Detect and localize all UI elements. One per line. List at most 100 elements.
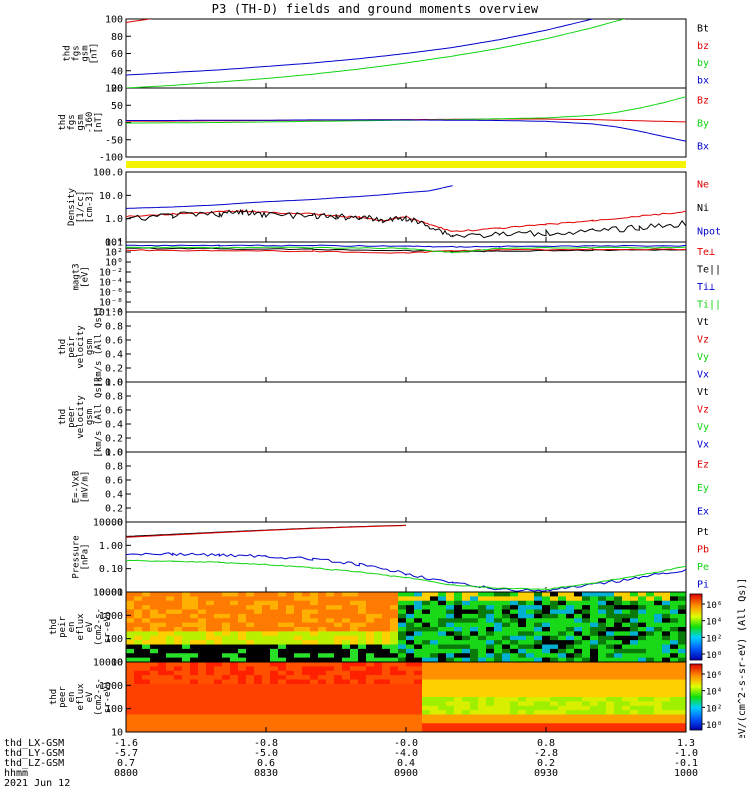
ylabel-line: (cm2-s-: [94, 678, 104, 716]
legend-Bx: Bx: [697, 142, 709, 153]
series-group-3: [126, 244, 686, 254]
colorbar-tick-label: 10⁶: [706, 671, 722, 681]
ytick-label-temperature: 10⁰: [105, 258, 123, 269]
ytick-label-peer_spec: 1000: [99, 681, 123, 692]
footer-value: 0.8: [536, 738, 556, 749]
ylabel-line: thd: [49, 689, 59, 705]
footer-value: 0930: [533, 768, 559, 779]
colorbar-tick-label: 10⁰: [706, 721, 722, 731]
ylabel-line: peir: [67, 336, 77, 358]
ylabel-line: velocity: [76, 325, 86, 369]
colorbar-0: [689, 593, 703, 661]
ytick-label-pressure: 0.10: [99, 564, 123, 575]
footer-value: -2.8: [533, 748, 559, 759]
ytick-label-temperature: 10⁻⁸: [99, 298, 123, 309]
legend-Pt: Pt: [697, 527, 709, 538]
footer-value: 0.7: [116, 758, 136, 769]
series-Ti||: [126, 246, 686, 254]
ylabel-line: fgs: [72, 45, 82, 61]
legend-Vt: Vt: [697, 317, 709, 328]
ylabel-line: eV: [85, 691, 95, 702]
legend-Vy: Vy: [697, 352, 709, 363]
ytick-label-temperature: 10⁻⁴: [99, 278, 123, 289]
colorbar-tick-label: 10⁴: [706, 618, 722, 628]
ytick-label-efield: 0.8: [105, 462, 123, 473]
footer-row-label: thd_LZ-GSM: [4, 758, 65, 769]
ytick-label-pressure: 0.01: [99, 588, 123, 599]
series-by: [126, 19, 626, 88]
ytick-label-efield: 0.0: [105, 518, 123, 529]
ytick-label-fgs: 60: [111, 49, 123, 60]
legend-Ne: Ne: [697, 180, 709, 191]
panel-frame-peir_velocity: [125, 311, 687, 383]
legend-Vx: Vx: [697, 369, 709, 380]
ytick-label-peer_spec: 10000: [93, 658, 123, 669]
colorbar-tick-label: 10²: [706, 634, 722, 644]
ylabel-density: Density [1/cc] [cm-3]: [67, 187, 95, 226]
footer-value: -5.7: [113, 748, 139, 759]
series-Npot: [126, 185, 453, 209]
footer-orbit-table: thd_LX-GSM -1.6 -0.8 -0.0 0.8 1.3 thd_LY-GSM -5…: [4, 738, 704, 798]
legend-bx: bx: [697, 75, 709, 86]
ytick-label-peir_spec: 10: [111, 658, 123, 669]
footer-value: 0.4: [396, 758, 416, 769]
ytick-label-peir_spec: 10000: [93, 588, 123, 599]
legend-Vy: Vy: [697, 422, 709, 433]
ylabel-line: gsm: [76, 114, 86, 130]
ylabel-line: [cm-3]: [85, 191, 95, 224]
legend-Pb: Pb: [697, 544, 709, 555]
footer-value: 0.6: [256, 758, 276, 769]
ion-spectrogram: [126, 592, 686, 662]
footer-date: 2021 Jun 12: [4, 778, 71, 789]
series-Te⊥: [126, 248, 686, 254]
ytick-label-fgs: 80: [111, 32, 123, 43]
panel-frame-density: [125, 171, 687, 243]
footer-value: -4.0: [393, 748, 419, 759]
series-bx: [126, 19, 595, 76]
footer-row-label: thd_LY-GSM: [4, 748, 65, 759]
series-Pe: [126, 559, 686, 591]
series-group-1: [126, 96, 686, 142]
ytick-label-efield: 1.0: [105, 448, 123, 459]
ytick-label-fgs_dgsm: 0: [117, 118, 123, 129]
ylabel-line: peir: [58, 616, 68, 638]
legend-Bz: Bz: [697, 96, 709, 107]
ytick-label-fgs_dgsm: -100: [99, 153, 123, 164]
ylabel-line: [km/s (All Qs)]: [94, 306, 104, 387]
footer-value: 1000: [673, 768, 699, 779]
legend-Ni: Ni: [697, 203, 709, 214]
ytick-label-density: 1.0: [105, 214, 123, 225]
ytick-label-peer_velocity: 0.2: [105, 434, 123, 445]
ytick-label-density: 0.1: [105, 238, 123, 249]
legend-Bt: Bt: [697, 24, 709, 35]
ytick-label-peir_spec: 1000: [99, 611, 123, 622]
ylabel-line: thd: [58, 409, 68, 425]
ytick-label-fgs: 40: [111, 66, 123, 77]
footer-value: -1.6: [113, 738, 139, 749]
panel-frame-peer_velocity: [125, 381, 687, 453]
colorbar-tick-label: 10⁶: [706, 601, 722, 611]
footer-value: -1.0: [673, 748, 699, 759]
colorbar-label-text: [eV/(cm^2-s-sr-eV) (All Qs)]: [737, 578, 748, 738]
ylabel-line: thd: [58, 114, 68, 130]
ytick-label-fgs: 100: [105, 15, 123, 26]
ylabel-line: sr-eV): [103, 611, 113, 644]
legend-Ez: Ez: [697, 460, 709, 471]
ylabel-line: gsm: [81, 45, 91, 61]
legend-Vx: Vx: [697, 439, 709, 450]
footer-value: 1.3: [676, 738, 696, 749]
ylabel-fgs_dgsm: thd fgs gsm -160 [nT]: [58, 112, 104, 134]
ylabel-line: (cm2-s-: [94, 608, 104, 646]
ylabel-line: peer: [58, 686, 68, 708]
legend-Ex: Ex: [697, 506, 709, 517]
ylabel-line: magt3: [72, 263, 82, 290]
series-Ti⊥: [126, 244, 686, 248]
series-group-0: [126, 19, 626, 88]
ytick-label-temperature: 10⁴: [105, 238, 123, 249]
ylabel-fgs: thd fgs gsm [nT]: [63, 43, 100, 65]
footer-value: -0.8: [253, 738, 279, 749]
series-Pb: [126, 525, 407, 538]
ylabel-line: eflux: [76, 613, 86, 641]
panel-frame-efield: [125, 451, 687, 523]
legend-Pi: Pi: [697, 579, 709, 590]
